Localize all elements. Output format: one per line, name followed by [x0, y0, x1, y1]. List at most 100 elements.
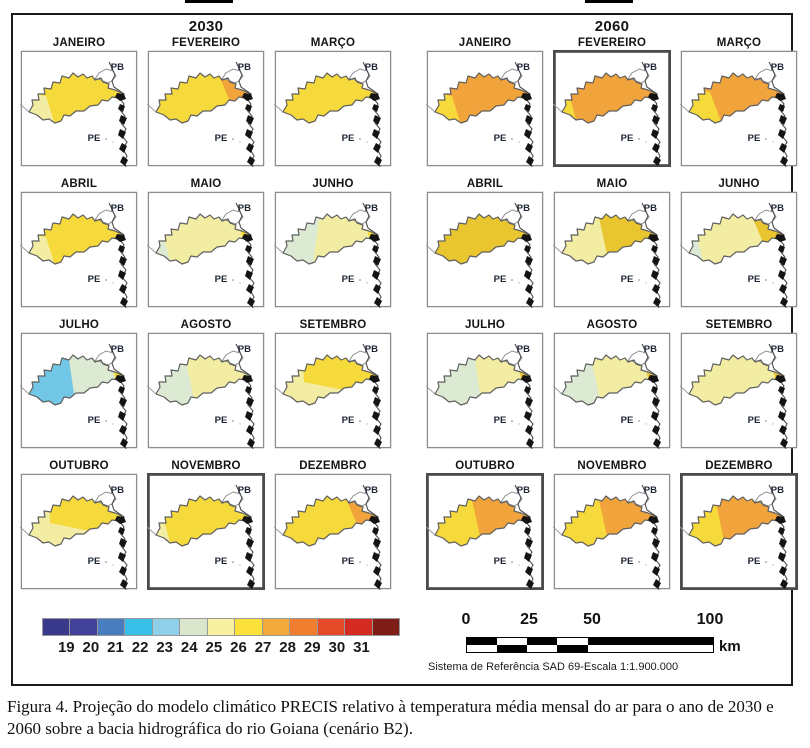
map-cell-2030-abril: ABRIL PB PE	[20, 177, 138, 308]
coast-blob	[525, 284, 533, 294]
month-label: JUNHO	[312, 178, 354, 190]
coast-blob	[242, 93, 253, 101]
state-boundary-line	[680, 103, 690, 113]
legend-value: 20	[82, 639, 100, 656]
basin-map-svg: PB PE	[553, 332, 671, 449]
coast-blob	[246, 256, 254, 266]
legend-swatch-30	[345, 619, 373, 635]
scalebar-tick-100: 100	[696, 611, 724, 628]
coast-blob	[652, 425, 660, 435]
basin-map-svg: PB PE	[680, 473, 798, 590]
basin-outline	[434, 213, 531, 265]
basin-shape	[156, 496, 251, 546]
coastal-loop	[754, 68, 777, 84]
label-pe: PE	[342, 415, 355, 426]
basin-map-svg: PB PE	[680, 332, 798, 449]
temperature-zone-sw	[29, 233, 68, 264]
legend-value: 24	[180, 639, 198, 656]
coast-blob	[525, 115, 533, 125]
label-pe: PE	[621, 133, 634, 144]
basin-map-svg: PB PE	[147, 473, 265, 590]
basin-outline	[434, 495, 531, 547]
state-boundary-line	[274, 385, 284, 395]
map-cell-2060-julho: JULHO PB PE	[426, 318, 544, 449]
coast-blob	[115, 93, 126, 101]
coast-blob	[118, 104, 125, 112]
legend-value: 26	[230, 639, 247, 656]
coast-blob	[115, 516, 126, 524]
coastal-loop	[221, 209, 244, 225]
month-label: AGOSTO	[586, 319, 638, 331]
state-boundary-line	[680, 526, 690, 536]
legend-value: 31	[353, 639, 370, 656]
coast-blob	[119, 284, 127, 294]
legend-value: 29	[303, 639, 321, 656]
coastal-loop	[627, 350, 650, 366]
coast-blob	[119, 143, 127, 153]
label-pe: PE	[494, 133, 507, 144]
coast-blob	[648, 93, 659, 101]
coast-blob	[118, 411, 126, 421]
legend-value: 30	[328, 639, 346, 656]
coast-blob	[245, 527, 252, 535]
label-pe: PE	[748, 274, 761, 285]
scalebar-tick-25: 25	[520, 611, 538, 628]
coast-blob	[779, 284, 787, 294]
coast-blob	[525, 256, 533, 266]
label-pe: PE	[215, 133, 228, 144]
coast-blob	[373, 256, 381, 266]
coast-blob	[372, 245, 379, 253]
coast-blob	[118, 527, 125, 535]
coast-blob	[778, 129, 786, 139]
basin-outline	[561, 213, 658, 265]
coast-blob	[526, 438, 534, 448]
temperature-zone-ne_mid	[302, 355, 378, 392]
coastal-loop	[627, 209, 650, 225]
coast-blob	[652, 566, 660, 576]
state-boundary-line	[147, 103, 157, 113]
label-pb: PB	[111, 62, 124, 73]
coast-blob	[651, 270, 659, 280]
coast-blob	[119, 256, 127, 266]
coastal-loop	[500, 209, 523, 225]
map-cell-2060-janeiro: JANEIRO PB PE	[426, 36, 544, 167]
coast-blob	[119, 538, 127, 548]
coast-blob	[779, 143, 787, 153]
coast-blob	[524, 245, 531, 253]
basin-shape	[283, 73, 378, 123]
coast-blob	[524, 527, 531, 535]
coast-blob	[779, 566, 787, 576]
basin-map-svg: PB PE	[426, 50, 544, 167]
label-pb: PB	[238, 62, 251, 73]
map-cell-2030-julho: JULHO PB PE	[20, 318, 138, 449]
year-label-2060: 2060	[594, 18, 630, 35]
basin-outline	[28, 354, 125, 406]
coast-blob	[780, 438, 788, 448]
basin-outline	[688, 354, 785, 406]
map-cell-2030-janeiro: JANEIRO PB PE	[20, 36, 138, 167]
panel-2060: 2060 JANEIRO PB PE FEVEREIRO PB PE MARÇO PB PE AB…	[426, 16, 798, 590]
coastal-loop	[348, 68, 371, 84]
coast-blob	[246, 566, 254, 576]
coast-blob	[247, 156, 255, 166]
coast-blob	[652, 538, 660, 548]
coast-blob	[652, 256, 660, 266]
coast-blob	[372, 411, 380, 421]
label-pe: PE	[621, 415, 634, 426]
map-cell-2060-dezembro: DEZEMBRO PB PE	[680, 459, 798, 590]
coast-blob	[374, 438, 382, 448]
coast-blob	[115, 375, 126, 383]
month-label: JANEIRO	[458, 37, 512, 49]
month-label: NOVEMBRO	[577, 460, 647, 472]
label-pe: PE	[88, 556, 101, 567]
legend-value: 21	[107, 639, 124, 656]
month-label: AGOSTO	[180, 319, 232, 331]
coast-blob	[372, 552, 380, 562]
scalebar-unit: km	[719, 638, 741, 655]
month-label: FEVEREIRO	[171, 37, 241, 49]
basin-outline	[688, 72, 785, 124]
coast-blob	[119, 115, 127, 125]
coastal-loop	[754, 350, 777, 366]
label-pe: PE	[621, 274, 634, 285]
